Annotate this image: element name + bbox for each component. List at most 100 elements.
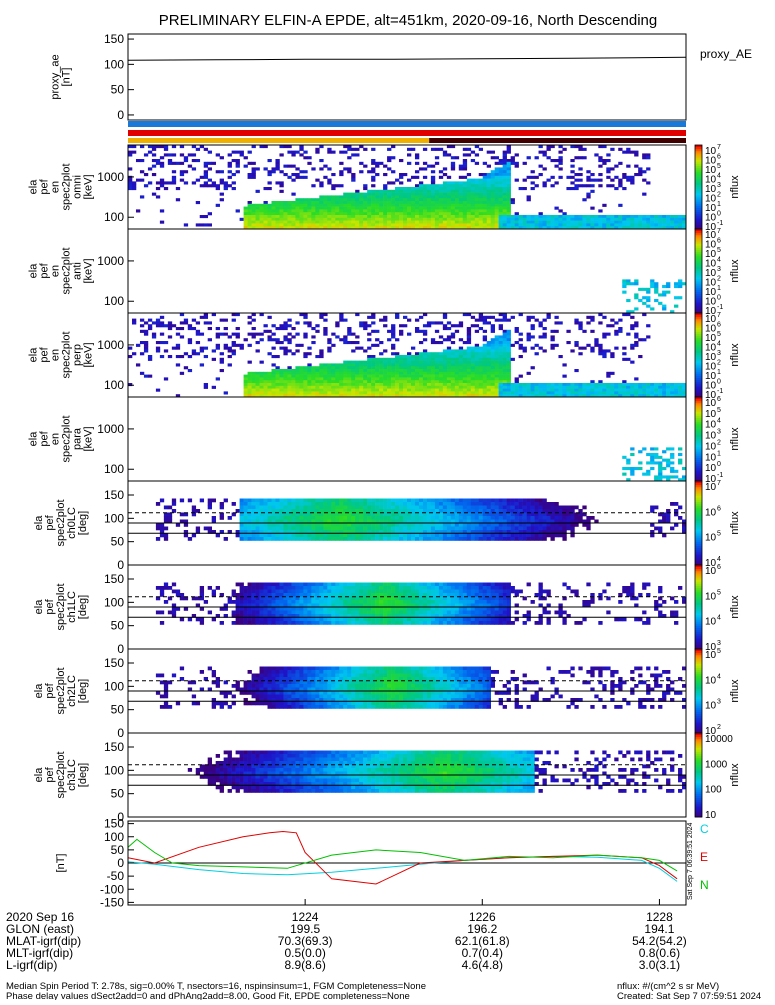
spectrogram-cell (495, 380, 499, 383)
spectrogram-cell (407, 221, 411, 224)
spectrogram-cell (586, 344, 590, 347)
spectrogram-cell (590, 347, 594, 350)
colorbar-tick-exponent: 4 (717, 418, 721, 425)
spectrogram-cell (646, 473, 650, 476)
spectrogram-cell (395, 193, 399, 196)
spectrogram-cell (375, 165, 379, 168)
spectrogram-cell (479, 502, 483, 506)
spectrogram-cell (367, 195, 371, 198)
spectrogram-cell (670, 221, 674, 224)
colorbar-tick-exponent: -1 (717, 388, 723, 395)
spectrogram-cell (678, 285, 682, 288)
spectrogram-cell (415, 534, 419, 538)
spectrogram-cell (455, 187, 459, 190)
spectrogram-cell (527, 523, 531, 527)
spectrogram-cell (495, 184, 499, 187)
spectrogram-cell (459, 195, 463, 198)
spectrogram-cell (291, 212, 295, 215)
spectrogram-cell (355, 223, 359, 226)
spectrogram-cell (331, 537, 335, 541)
spectrogram-cell (503, 358, 507, 361)
spectrogram-cell (140, 195, 144, 198)
spectrogram-cell (279, 506, 283, 510)
spectrogram-cell (507, 162, 511, 165)
spectrogram-cell (503, 167, 507, 170)
spectrogram-cell (379, 377, 383, 380)
spectrogram-cell (515, 153, 519, 156)
spectrogram-cell (335, 534, 339, 538)
spectrogram-cell (299, 218, 303, 221)
spectrogram-cell (523, 383, 527, 386)
spectrogram-cell (499, 341, 503, 344)
spectrogram-cell (268, 527, 272, 531)
spectrogram-cell (275, 204, 279, 207)
spectrogram-cell (463, 369, 467, 372)
spectrogram-cell (148, 319, 152, 322)
spectrogram-cell (299, 176, 303, 179)
spectrogram-cell (523, 349, 527, 352)
spectrogram-cell (443, 327, 447, 330)
spectrogram-cell (491, 523, 495, 527)
colorbar-tick-exponent: 7 (717, 312, 721, 319)
spectrogram-cell (447, 375, 451, 378)
spectrogram-cell (260, 221, 264, 224)
spectrogram-cell (180, 170, 184, 173)
spectrogram-cell (475, 198, 479, 201)
spectrogram-cell (283, 338, 287, 341)
spectrogram-cell (523, 523, 527, 527)
spectrogram-cell (539, 389, 543, 392)
spectrogram-cell (634, 467, 638, 470)
spectrogram-cell (590, 319, 594, 322)
spectrogram-cell (244, 377, 248, 380)
spectrogram-cell (666, 291, 670, 294)
spectrogram-cell (359, 537, 363, 541)
spectrogram-cell (515, 179, 519, 182)
spectrogram-cell (264, 209, 268, 212)
spectrogram-cell (578, 324, 582, 327)
spectrogram-cell (228, 516, 232, 520)
spectrogram-cell (511, 386, 515, 389)
spectrogram-cell (331, 201, 335, 204)
spectrogram-cell (371, 361, 375, 364)
spectrogram-cell (487, 181, 491, 184)
spectrogram-cell (351, 375, 355, 378)
spectrogram-cell (268, 537, 272, 541)
spectrogram-cell (423, 534, 427, 538)
spectrogram-cell (156, 523, 160, 527)
spectrogram-cell (268, 187, 272, 190)
spectrogram-cell (507, 377, 511, 380)
spectrogram-cell (419, 221, 423, 224)
colorbar-tick-exponent: 6 (717, 154, 721, 161)
spectrogram-cell (678, 389, 682, 392)
spectrogram-cell (307, 383, 311, 386)
spectrogram-cell (271, 391, 275, 394)
spectrogram-cell (582, 148, 586, 151)
spectrogram-cell (610, 184, 614, 187)
spectrogram-cell (303, 333, 307, 336)
spectrogram-cell (403, 173, 407, 176)
spectrogram-cell (355, 193, 359, 196)
spectrogram-cell (495, 195, 499, 198)
spectrogram-cell (391, 527, 395, 531)
spectrogram-cell (618, 204, 622, 207)
spectrogram-cell (439, 361, 443, 364)
spectrogram-cell (160, 333, 164, 336)
spectrogram-cell (283, 347, 287, 350)
spectrogram-cell (535, 516, 539, 520)
spectrogram-cell (287, 324, 291, 327)
spectrogram-cell (519, 386, 523, 389)
spectrogram-cell (491, 218, 495, 221)
spectrogram-cell (618, 218, 622, 221)
spectrogram-cell (483, 223, 487, 226)
spectrogram-cell (371, 148, 375, 151)
spectrogram-cell (279, 383, 283, 386)
spectrogram-cell (543, 319, 547, 322)
spectrogram-cell (327, 527, 331, 531)
spectrogram-cell (535, 391, 539, 394)
spectrogram-cell (315, 198, 319, 201)
spectrogram-cell (315, 380, 319, 383)
spectrogram-cell (419, 181, 423, 184)
spectrogram-cell (148, 327, 152, 330)
spectrogram-cell (395, 215, 399, 218)
spectrogram-cell (638, 386, 642, 389)
